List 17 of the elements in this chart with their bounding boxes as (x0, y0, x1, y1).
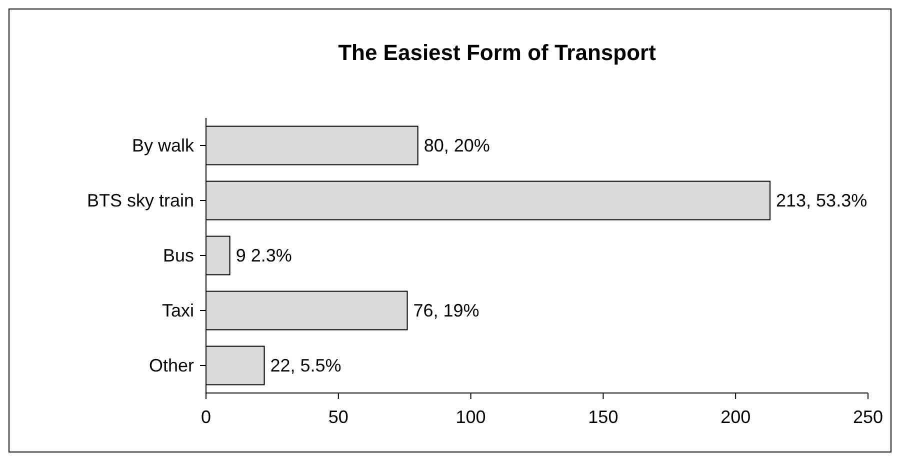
y-tick-label: Taxi (162, 300, 194, 320)
x-tick-label: 250 (852, 407, 884, 427)
x-tick-label: 100 (456, 407, 486, 427)
y-tick-label: Bus (162, 246, 194, 266)
x-tick-label: 0 (200, 407, 212, 427)
data-label: 213, 53.3% (776, 190, 868, 210)
data-label: 22, 5.5% (270, 356, 342, 376)
x-tick-label: 200 (720, 407, 751, 427)
x-tick-label: 50 (328, 407, 348, 427)
data-label: 9 2.3% (236, 246, 292, 266)
y-tick-label: By walk (132, 136, 195, 156)
x-tick-label: 150 (588, 407, 618, 427)
chart-title: The Easiest Form of Transport (338, 40, 657, 65)
data-label: 76, 19% (413, 300, 480, 320)
y-tick-label: Other (148, 356, 194, 376)
y-tick-label: BTS sky train (86, 190, 194, 210)
data-label: 80, 20% (424, 136, 490, 156)
